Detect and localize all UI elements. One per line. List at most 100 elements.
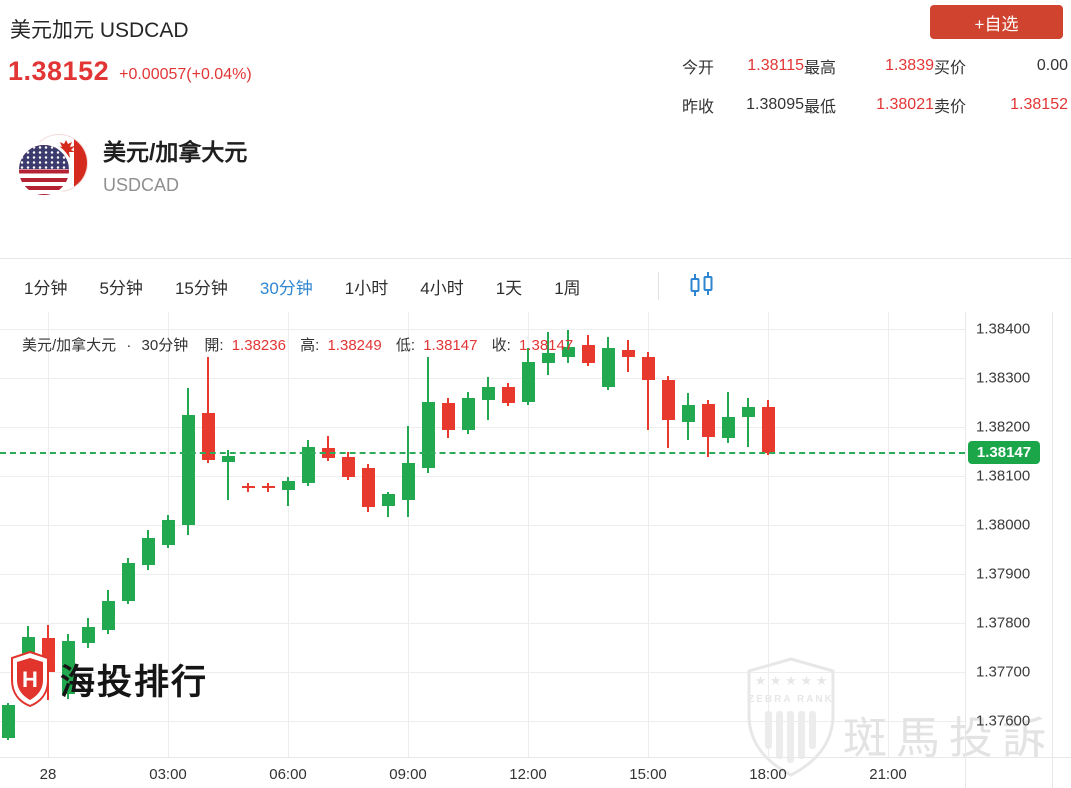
grid-line-horizontal: [0, 427, 965, 429]
candle-body: [281, 481, 295, 491]
candle-body: [341, 457, 355, 478]
time-axis-label: 09:00: [389, 766, 427, 783]
tab-15min[interactable]: 15分钟: [174, 278, 228, 298]
timeframe-tabs: 1分钟 5分钟 15分钟 30分钟 1小时 4小时 1天 1周: [24, 259, 581, 313]
legend-instrument: 美元/加拿大元: [22, 337, 117, 354]
time-axis-label: 03:00: [149, 766, 187, 783]
grid-line-horizontal: [0, 476, 965, 478]
toolbar-divider: [658, 272, 659, 300]
usd-cad-flag-icon: [16, 134, 90, 198]
last-price-line: [0, 452, 965, 455]
legend-close-value: 1.38147: [518, 337, 574, 354]
candle-wick: [227, 450, 229, 501]
candle-body: [81, 627, 95, 644]
candle-body: [641, 357, 655, 381]
stat-value: 1.38115: [747, 57, 804, 74]
tab-1week[interactable]: 1周: [554, 278, 581, 298]
candle-body: [501, 386, 515, 404]
time-axis-label: 12:00: [509, 766, 547, 783]
price-axis-label: 1.38300: [976, 369, 1031, 387]
candle-body: [721, 417, 735, 438]
tab-30min[interactable]: 30分钟: [259, 278, 313, 298]
price-axis-label: 1.37800: [976, 614, 1031, 632]
grid-line-vertical: [768, 312, 769, 757]
time-axis-label: 15:00: [629, 766, 667, 783]
grid-line-horizontal: [0, 378, 965, 380]
svg-text:H: H: [22, 667, 38, 692]
stat-value: 1.38095: [746, 96, 804, 113]
legend-low-value: 1.38147: [423, 337, 478, 354]
candle-body: [561, 347, 575, 358]
tab-4hour[interactable]: 4小时: [420, 278, 464, 298]
last-price-row: 1.38152 +0.00057(+0.04%): [8, 56, 252, 87]
candle-body: [621, 350, 635, 358]
candle-body: [661, 380, 675, 421]
candle-body: [61, 641, 75, 695]
haitou-watermark: H 海投排行: [8, 650, 208, 708]
stat-label: 今开: [682, 60, 715, 77]
tab-1day[interactable]: 1天: [495, 278, 523, 298]
chart-toolbar: 1分钟 5分钟 15分钟 30分钟 1小时 4小时 1天 1周: [0, 258, 1071, 312]
tab-1min[interactable]: 1分钟: [24, 278, 68, 298]
zebra-watermark-text: 斑馬投訴: [843, 714, 1055, 763]
page-title: 美元加元 USDCAD: [10, 19, 189, 42]
price-axis-label: 1.38000: [976, 516, 1031, 534]
legend-open-label: 開:: [204, 337, 224, 354]
candle-body: [681, 405, 695, 423]
stat-label: 昨收: [682, 99, 715, 116]
grid-line-horizontal: [0, 525, 965, 527]
legend-high-label: 高:: [300, 337, 320, 354]
candle-body: [201, 412, 215, 460]
candle-body: [761, 407, 775, 454]
add-watchlist-button[interactable]: +自选: [930, 5, 1063, 39]
quote-stats: 今开 1.38115 最高 1.3839 买价 0.00 昨收 1.38095 …: [682, 54, 1068, 117]
candle-body: [241, 485, 255, 488]
haitou-shield-icon: H: [11, 650, 49, 708]
candle-body: [521, 361, 535, 403]
candle-body: [421, 402, 435, 469]
grid-line-horizontal: [0, 672, 965, 674]
tab-5min[interactable]: 5分钟: [99, 278, 143, 298]
instrument-name: 美元/加拿大元: [103, 139, 248, 165]
price-axis-label: 1.37700: [976, 663, 1031, 681]
grid-line-vertical: [408, 312, 409, 757]
stat-value: 1.38152: [1010, 96, 1068, 113]
price-axis-label: 1.37600: [976, 712, 1031, 730]
candle-body: [141, 538, 155, 566]
candle-body: [441, 403, 455, 431]
price-axis-label: 1.38100: [976, 467, 1031, 485]
candle-body: [701, 404, 715, 437]
price-axis-label: 1.38200: [976, 418, 1031, 436]
candle-body: [461, 398, 475, 431]
candle-body: [401, 462, 415, 501]
time-axis-label: 28: [39, 766, 57, 783]
candle-body: [741, 407, 755, 418]
zebra-shield-label: ZEBRA RANK: [748, 694, 834, 705]
stat-label: 买价: [934, 60, 967, 77]
instrument-symbol: USDCAD: [103, 175, 180, 195]
price-axis-label: 1.37900: [976, 565, 1031, 583]
grid-line-horizontal: [0, 329, 965, 331]
legend-close-label: 收:: [491, 337, 511, 354]
candle-body: [301, 447, 315, 484]
grid-line-vertical: [528, 312, 529, 757]
stat-value: 1.38021: [876, 96, 934, 113]
grid-line-vertical: [648, 312, 649, 757]
candle-body: [361, 468, 375, 508]
candle-wick: [747, 398, 749, 448]
tab-1hour[interactable]: 1小时: [344, 278, 389, 298]
stat-label: 卖价: [934, 99, 967, 116]
candle-body: [481, 386, 495, 401]
grid-line-horizontal: [0, 574, 965, 576]
candle-body: [541, 353, 555, 363]
stat-label: 最高: [804, 60, 837, 77]
candlestick-icon[interactable]: [687, 271, 717, 299]
chart-plot-area[interactable]: [0, 312, 965, 757]
stat-value: 0.00: [1036, 57, 1068, 74]
haitou-watermark-text: 海投排行: [60, 662, 209, 702]
grid-line-horizontal: [0, 721, 965, 723]
price-axis-label: 1.38400: [976, 320, 1031, 338]
us-flag-icon: [16, 142, 72, 198]
legend-timeframe: 30分钟: [141, 337, 189, 354]
